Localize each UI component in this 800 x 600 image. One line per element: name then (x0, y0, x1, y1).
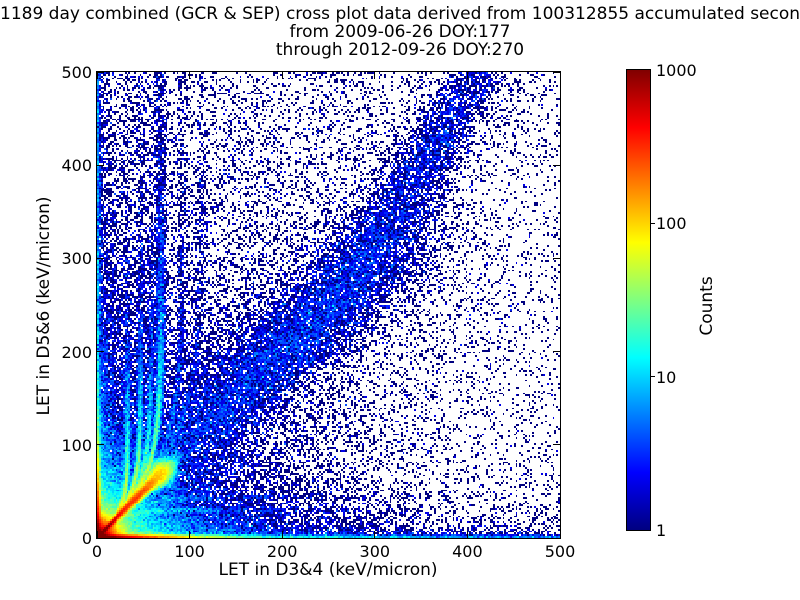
y-tick-label: 0 (81, 529, 92, 548)
title-line-3: through 2012-09-26 DOY:270 (275, 40, 525, 60)
chart-title: 1189 day combined (GCR & SEP) cross plot… (0, 5, 800, 59)
x-tick-mark (466, 531, 468, 538)
y-tick-mark (553, 351, 560, 353)
x-tick-mark (559, 72, 561, 79)
y-axis-label: LET in D5&6 (keV/micron) (34, 196, 54, 416)
x-tick-label: 0 (91, 542, 103, 561)
x-tick-mark (559, 531, 561, 538)
x-tick-mark (96, 72, 98, 79)
y-tick-mark (97, 444, 104, 446)
y-tick-mark (553, 537, 560, 539)
y-tick-mark (553, 257, 560, 259)
x-tick-mark (281, 72, 283, 79)
y-tick-label: 100 (61, 435, 92, 455)
x-tick-mark (466, 72, 468, 79)
x-tick-mark (374, 72, 376, 79)
colorbar-tick-label: 1 (656, 521, 667, 540)
colorbar-label: Counts (697, 276, 717, 336)
colorbar-tick-label: 1000 (656, 61, 697, 80)
y-tick-mark (553, 164, 560, 166)
colorbar (626, 69, 651, 531)
x-axis-label: LET in D3&4 (keV/micron) (218, 560, 438, 580)
colorbar-gradient (627, 70, 650, 530)
y-tick-mark (97, 257, 104, 259)
x-tick-label: 400 (452, 542, 483, 561)
colorbar-tick-mark (650, 376, 655, 378)
x-tick-label: 500 (544, 542, 576, 561)
y-tick-mark (553, 71, 560, 73)
x-tick-label: 300 (359, 542, 391, 561)
y-tick-mark (97, 351, 104, 353)
x-tick-mark (374, 531, 376, 538)
y-tick-mark (553, 444, 560, 446)
title-line-2: from 2009-06-26 DOY:177 (289, 22, 511, 42)
x-tick-mark (96, 531, 98, 538)
title-line-1: 1189 day combined (GCR & SEP) cross plot… (0, 4, 800, 24)
y-tick-label: 300 (61, 249, 92, 269)
colorbar-tick-mark (650, 222, 655, 224)
x-tick-label: 200 (266, 542, 298, 561)
colorbar-tick-label: 10 (656, 367, 677, 387)
y-tick-label: 400 (61, 156, 92, 176)
y-tick-mark (97, 71, 104, 73)
x-tick-mark (189, 72, 191, 79)
colorbar-tick-label: 100 (656, 214, 687, 234)
x-tick-label: 100 (174, 542, 205, 561)
x-tick-mark (189, 531, 191, 538)
y-tick-mark (97, 164, 104, 166)
y-tick-label: 500 (61, 63, 92, 82)
y-tick-label: 200 (61, 342, 92, 362)
heatmap-canvas (97, 72, 560, 538)
x-tick-mark (281, 531, 283, 538)
y-tick-mark (97, 537, 104, 539)
